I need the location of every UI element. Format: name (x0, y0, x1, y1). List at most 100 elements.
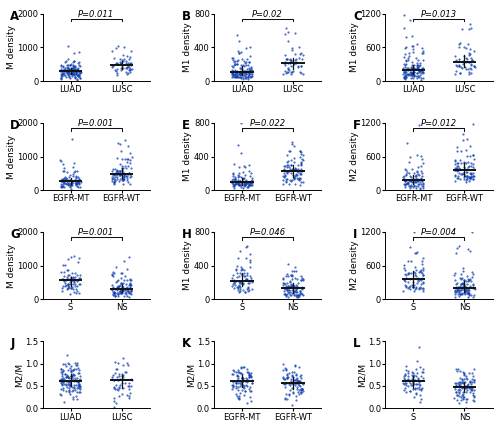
Point (458, 60, 466, 67)
Point (238, 69, 246, 76)
Point (282, 292, 290, 299)
Point (113, 60, 121, 67)
Point (230, 276, 238, 283)
Point (245, 386, 253, 393)
Point (230, 181, 238, 187)
Point (283, 372, 291, 378)
Point (452, 163, 460, 170)
Point (416, 382, 424, 389)
Point (406, 182, 414, 189)
Point (67, 368, 75, 375)
Point (298, 70, 306, 77)
Point (452, 56, 460, 63)
Point (230, 170, 237, 177)
Point (296, 290, 304, 296)
Point (452, 62, 460, 69)
Point (70, 365, 78, 372)
Point (72, 66, 80, 73)
Point (455, 43, 463, 50)
Point (238, 375, 246, 381)
Point (463, 387, 471, 394)
Point (459, 279, 467, 286)
Point (279, 375, 287, 381)
Point (468, 385, 476, 392)
Point (244, 284, 252, 290)
Point (232, 70, 240, 77)
Point (238, 374, 246, 381)
Point (118, 286, 126, 293)
Point (68, 374, 76, 381)
Point (462, 372, 469, 379)
Point (410, 71, 418, 78)
Point (66, 382, 74, 389)
Point (454, 166, 462, 173)
Point (412, 177, 420, 184)
Point (67, 69, 75, 76)
Point (236, 177, 244, 184)
Point (116, 168, 124, 175)
Point (282, 293, 290, 299)
Point (72, 71, 80, 78)
Point (240, 175, 248, 182)
Point (460, 277, 468, 284)
Point (290, 377, 298, 384)
Point (400, 175, 408, 182)
Point (408, 72, 416, 79)
Point (75, 49, 83, 56)
Point (113, 366, 121, 373)
Point (120, 171, 128, 178)
Point (282, 282, 290, 289)
Point (66, 182, 74, 189)
Point (468, 229, 475, 236)
Point (228, 66, 236, 73)
Point (231, 176, 239, 183)
Point (235, 69, 243, 76)
Point (298, 165, 306, 172)
Point (454, 378, 462, 385)
Point (400, 370, 408, 377)
Point (108, 177, 116, 184)
Point (64, 284, 72, 291)
Point (234, 283, 241, 290)
Point (279, 177, 287, 184)
Point (400, 380, 407, 387)
Point (112, 278, 120, 285)
Point (298, 160, 306, 167)
Point (410, 285, 418, 292)
Point (58, 372, 66, 379)
Point (408, 372, 416, 379)
Point (68, 70, 76, 77)
Point (454, 172, 462, 179)
Point (242, 255, 250, 262)
Point (68, 70, 76, 77)
Point (74, 379, 82, 386)
Point (400, 275, 408, 282)
Point (70, 278, 78, 285)
Point (242, 70, 250, 77)
Point (57, 70, 65, 77)
Point (408, 65, 416, 72)
Point (294, 168, 302, 175)
Point (402, 181, 409, 188)
Point (229, 378, 237, 385)
Point (290, 68, 298, 75)
Point (234, 386, 242, 393)
Point (463, 383, 471, 390)
Point (66, 279, 74, 286)
Point (294, 63, 302, 70)
Text: P=0.012: P=0.012 (421, 119, 457, 128)
Point (418, 183, 426, 190)
Point (114, 377, 122, 384)
Point (66, 365, 74, 372)
Point (66, 373, 74, 380)
Point (246, 372, 254, 378)
Point (68, 178, 76, 185)
Point (72, 67, 80, 74)
Point (74, 365, 82, 372)
Point (418, 369, 426, 376)
Point (400, 281, 408, 288)
Point (412, 366, 420, 372)
Point (115, 172, 123, 178)
Point (412, 275, 420, 282)
Point (456, 387, 464, 394)
